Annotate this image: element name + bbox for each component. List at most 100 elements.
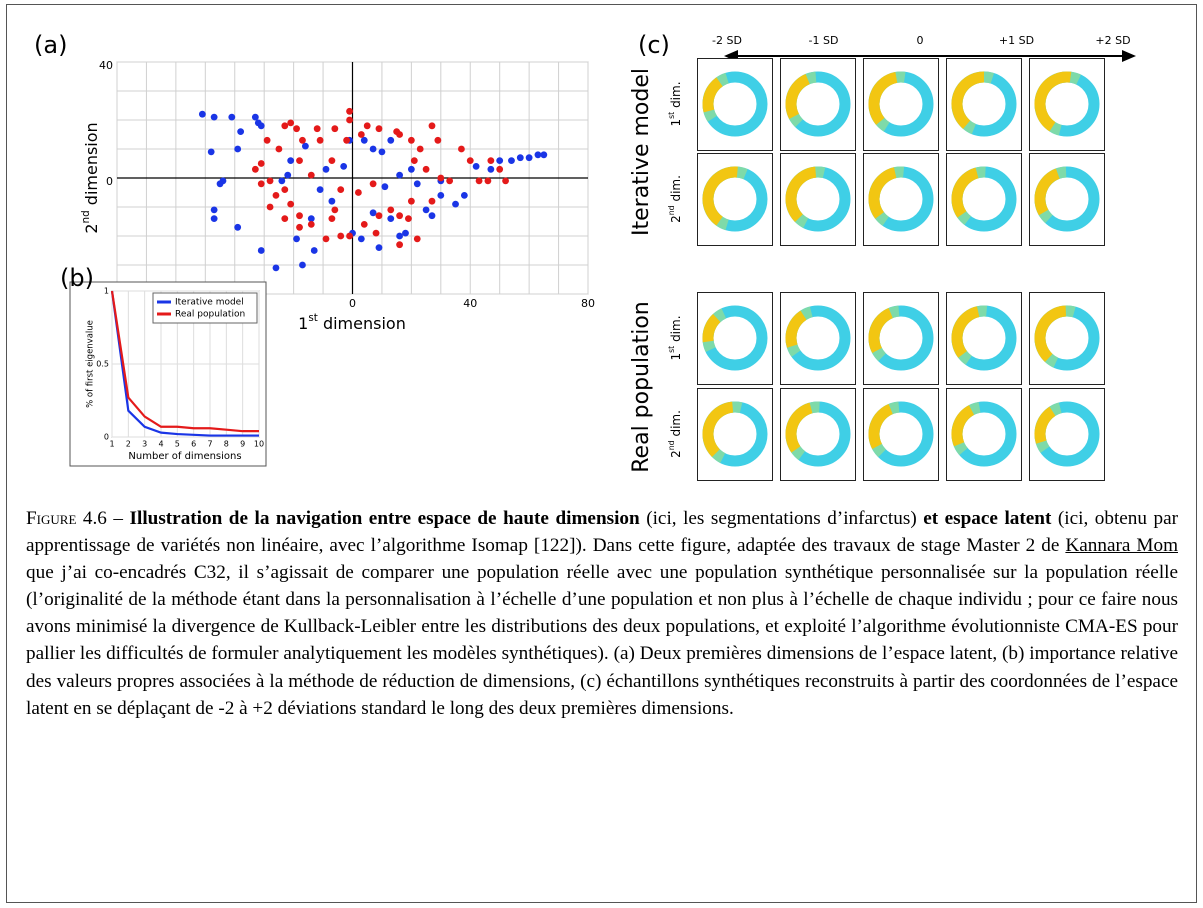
- point: [346, 232, 353, 240]
- ring-lesion: [868, 71, 898, 125]
- row-label: 2nd dim.: [667, 410, 683, 458]
- x-axis-label: 1st dimension: [298, 312, 406, 333]
- point: [287, 157, 295, 165]
- point: [360, 136, 368, 144]
- point: [251, 113, 259, 121]
- point: [346, 116, 353, 124]
- point: [472, 163, 480, 170]
- point: [272, 192, 280, 199]
- point: [296, 223, 303, 231]
- panel-label: (c): [638, 31, 670, 59]
- panel-c: (c) -2 SD -1 SD 0 +1 SD +2 SD Iterative model R…: [629, 31, 1136, 481]
- point: [207, 148, 215, 156]
- point: [413, 180, 421, 188]
- x-tick-label: 8: [224, 440, 229, 449]
- point: [422, 206, 430, 214]
- column-label: +1 SD: [999, 34, 1034, 47]
- point: [369, 145, 377, 153]
- point: [251, 165, 259, 173]
- x-axis-label-part: 1: [298, 314, 308, 333]
- y-tick-label: 0: [106, 175, 113, 188]
- point: [466, 157, 474, 165]
- point: [437, 192, 445, 199]
- ring-lesion: [1034, 406, 1056, 444]
- group-label: Real population: [629, 301, 654, 473]
- ring-lesion: [702, 77, 723, 113]
- point: [328, 197, 336, 205]
- x-tick-label: 0: [349, 297, 356, 310]
- column-label: -1 SD: [809, 34, 839, 47]
- arrow-head: [1122, 50, 1136, 62]
- x-tick-label: 2: [126, 440, 131, 449]
- point: [502, 177, 509, 185]
- point: [281, 122, 289, 130]
- author-link: Kannara Mom: [1065, 535, 1178, 557]
- point: [307, 215, 315, 223]
- point: [396, 131, 403, 138]
- point: [340, 163, 348, 170]
- point: [381, 183, 389, 191]
- point: [360, 221, 368, 228]
- column-label: -2 SD: [712, 34, 742, 47]
- point: [396, 212, 403, 220]
- row-label: 2nd dim.: [667, 175, 683, 223]
- point: [210, 113, 218, 121]
- point: [372, 229, 380, 237]
- ring-lesion: [951, 306, 980, 358]
- point: [322, 235, 330, 243]
- caption-text: (ici, les segmentations d’infarctus): [639, 508, 924, 529]
- caption-bold: et espace latent: [923, 508, 1052, 529]
- ring-lesion: [702, 166, 738, 226]
- point: [396, 241, 403, 249]
- point: [407, 136, 415, 144]
- point: [293, 235, 300, 243]
- point: [357, 131, 365, 138]
- ring-lesion: [951, 405, 975, 447]
- x-tick-label: 7: [207, 440, 212, 449]
- column-label: +2 SD: [1095, 34, 1130, 47]
- row-label-part: 1: [669, 353, 683, 361]
- point: [313, 125, 321, 133]
- legend-label: Real population: [175, 310, 245, 320]
- x-tick-label: 5: [175, 440, 180, 449]
- row-label-part: 2: [669, 450, 683, 458]
- point: [410, 157, 418, 165]
- page-frame: [6, 4, 1197, 903]
- y-axis-label: % of first eigenvalue: [86, 320, 96, 408]
- point: [257, 160, 265, 167]
- point: [484, 177, 492, 185]
- point: [375, 244, 383, 252]
- ring-lesion: [868, 403, 894, 450]
- point: [278, 177, 286, 185]
- point: [387, 215, 395, 223]
- y-axis-label: 2nd dimension: [80, 122, 101, 233]
- point: [299, 136, 306, 144]
- ring-lesion: [1034, 71, 1072, 132]
- point: [299, 261, 306, 269]
- x-tick-label: 10: [254, 440, 264, 449]
- point: [257, 247, 265, 254]
- point: [357, 235, 365, 243]
- point: [316, 186, 324, 194]
- point: [354, 189, 362, 196]
- point: [346, 107, 353, 115]
- point: [387, 206, 395, 214]
- point: [322, 165, 330, 173]
- row-label-part: dim.: [669, 175, 683, 205]
- point: [266, 203, 274, 211]
- y-axis-label-part: nd: [80, 210, 92, 223]
- point: [428, 197, 436, 205]
- ring-lesion: [868, 167, 897, 219]
- ring-lesion: [1034, 305, 1067, 362]
- point: [310, 247, 318, 254]
- point: [237, 128, 245, 136]
- point: [307, 171, 315, 179]
- point: [422, 165, 430, 173]
- line: [110, 290, 259, 437]
- ring-lesion: [785, 166, 817, 222]
- row-label: 1st dim.: [667, 81, 683, 126]
- legend-label: Iterative model: [175, 298, 244, 308]
- point: [458, 145, 465, 153]
- point: [428, 212, 436, 220]
- point: [413, 235, 421, 243]
